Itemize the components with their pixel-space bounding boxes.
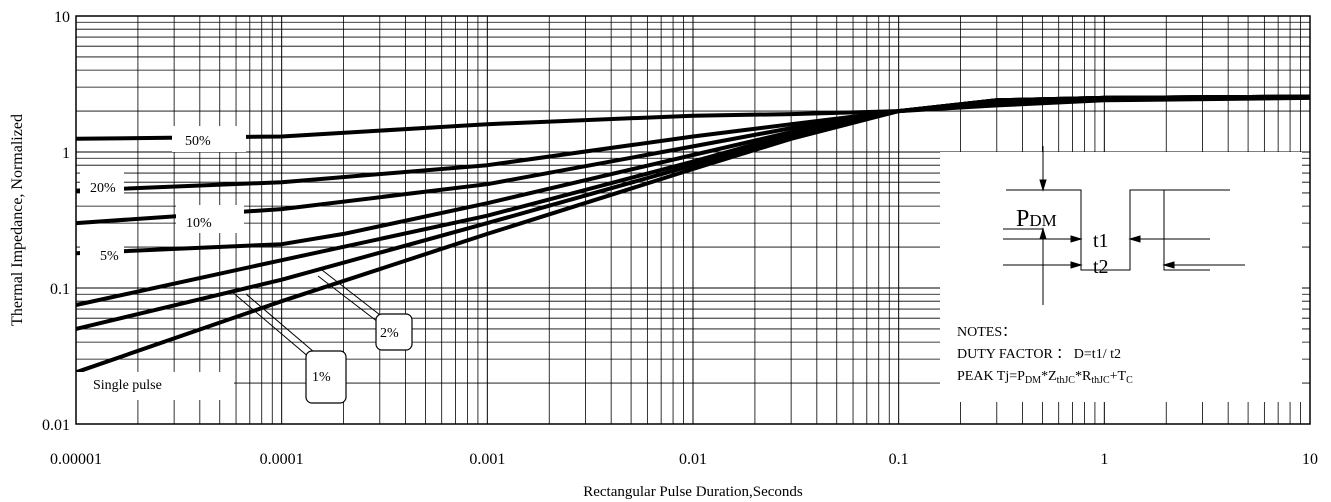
x-tick-label: 0.00001	[50, 451, 102, 468]
callout-1pct: 1%	[230, 290, 347, 404]
x-axis-label: Rectangular Pulse Duration,Seconds	[583, 484, 803, 500]
callout-label-2: 2%	[380, 326, 399, 341]
x-tick-label: 10	[1302, 451, 1318, 468]
y-tick-label: 0.01	[42, 417, 70, 434]
t2-label: t2	[1093, 256, 1109, 278]
x-tick-label: 0.1	[889, 451, 909, 468]
pdm-label: PDM	[1016, 206, 1057, 232]
x-tick-label: 1	[1100, 451, 1108, 468]
notes-heading: NOTES：	[957, 325, 1016, 340]
label-masks	[76, 126, 246, 400]
notes-panel	[940, 152, 1302, 402]
callout-2pct: 2%	[317, 269, 413, 351]
series-line-6	[75, 94, 1311, 375]
x-tick-label: 0.01	[679, 451, 707, 468]
y-axis-ticks: 0.01 0.1 1 10	[42, 9, 70, 434]
t1-label: t1	[1093, 230, 1109, 252]
y-tick-label: 1	[62, 145, 70, 162]
series-lines	[75, 94, 1311, 375]
pulse-diagram	[1003, 146, 1245, 305]
series-label-single-pulse: Single pulse	[93, 378, 162, 393]
series-line-0	[75, 95, 1311, 141]
x-axis-ticks: 0.00001 0.0001 0.001 0.01 0.1 1 10	[50, 451, 1318, 468]
y-axis-label: Thermal Impedance, Normalized	[9, 114, 26, 326]
series-label-5: 5%	[100, 249, 119, 264]
y-tick-label: 0.1	[50, 281, 70, 298]
notes-peak-tj: PEAK Tj=PDM*ZthJC*RthJC+TC	[957, 369, 1133, 386]
series-label-10: 10%	[186, 216, 212, 231]
x-tick-label: 0.0001	[260, 451, 304, 468]
series-label-50: 50%	[185, 134, 211, 149]
y-tick-label: 10	[54, 9, 70, 26]
series-labels: 50% 20% 10% 5% Single pulse	[90, 134, 212, 393]
callout-label-1: 1%	[312, 370, 331, 385]
plot-area-border	[75, 15, 1311, 425]
notes-duty-factor: DUTY FACTOR ： D=t1/ t2	[957, 347, 1121, 362]
series-label-20: 20%	[90, 181, 116, 196]
x-tick-label: 0.001	[469, 451, 505, 468]
